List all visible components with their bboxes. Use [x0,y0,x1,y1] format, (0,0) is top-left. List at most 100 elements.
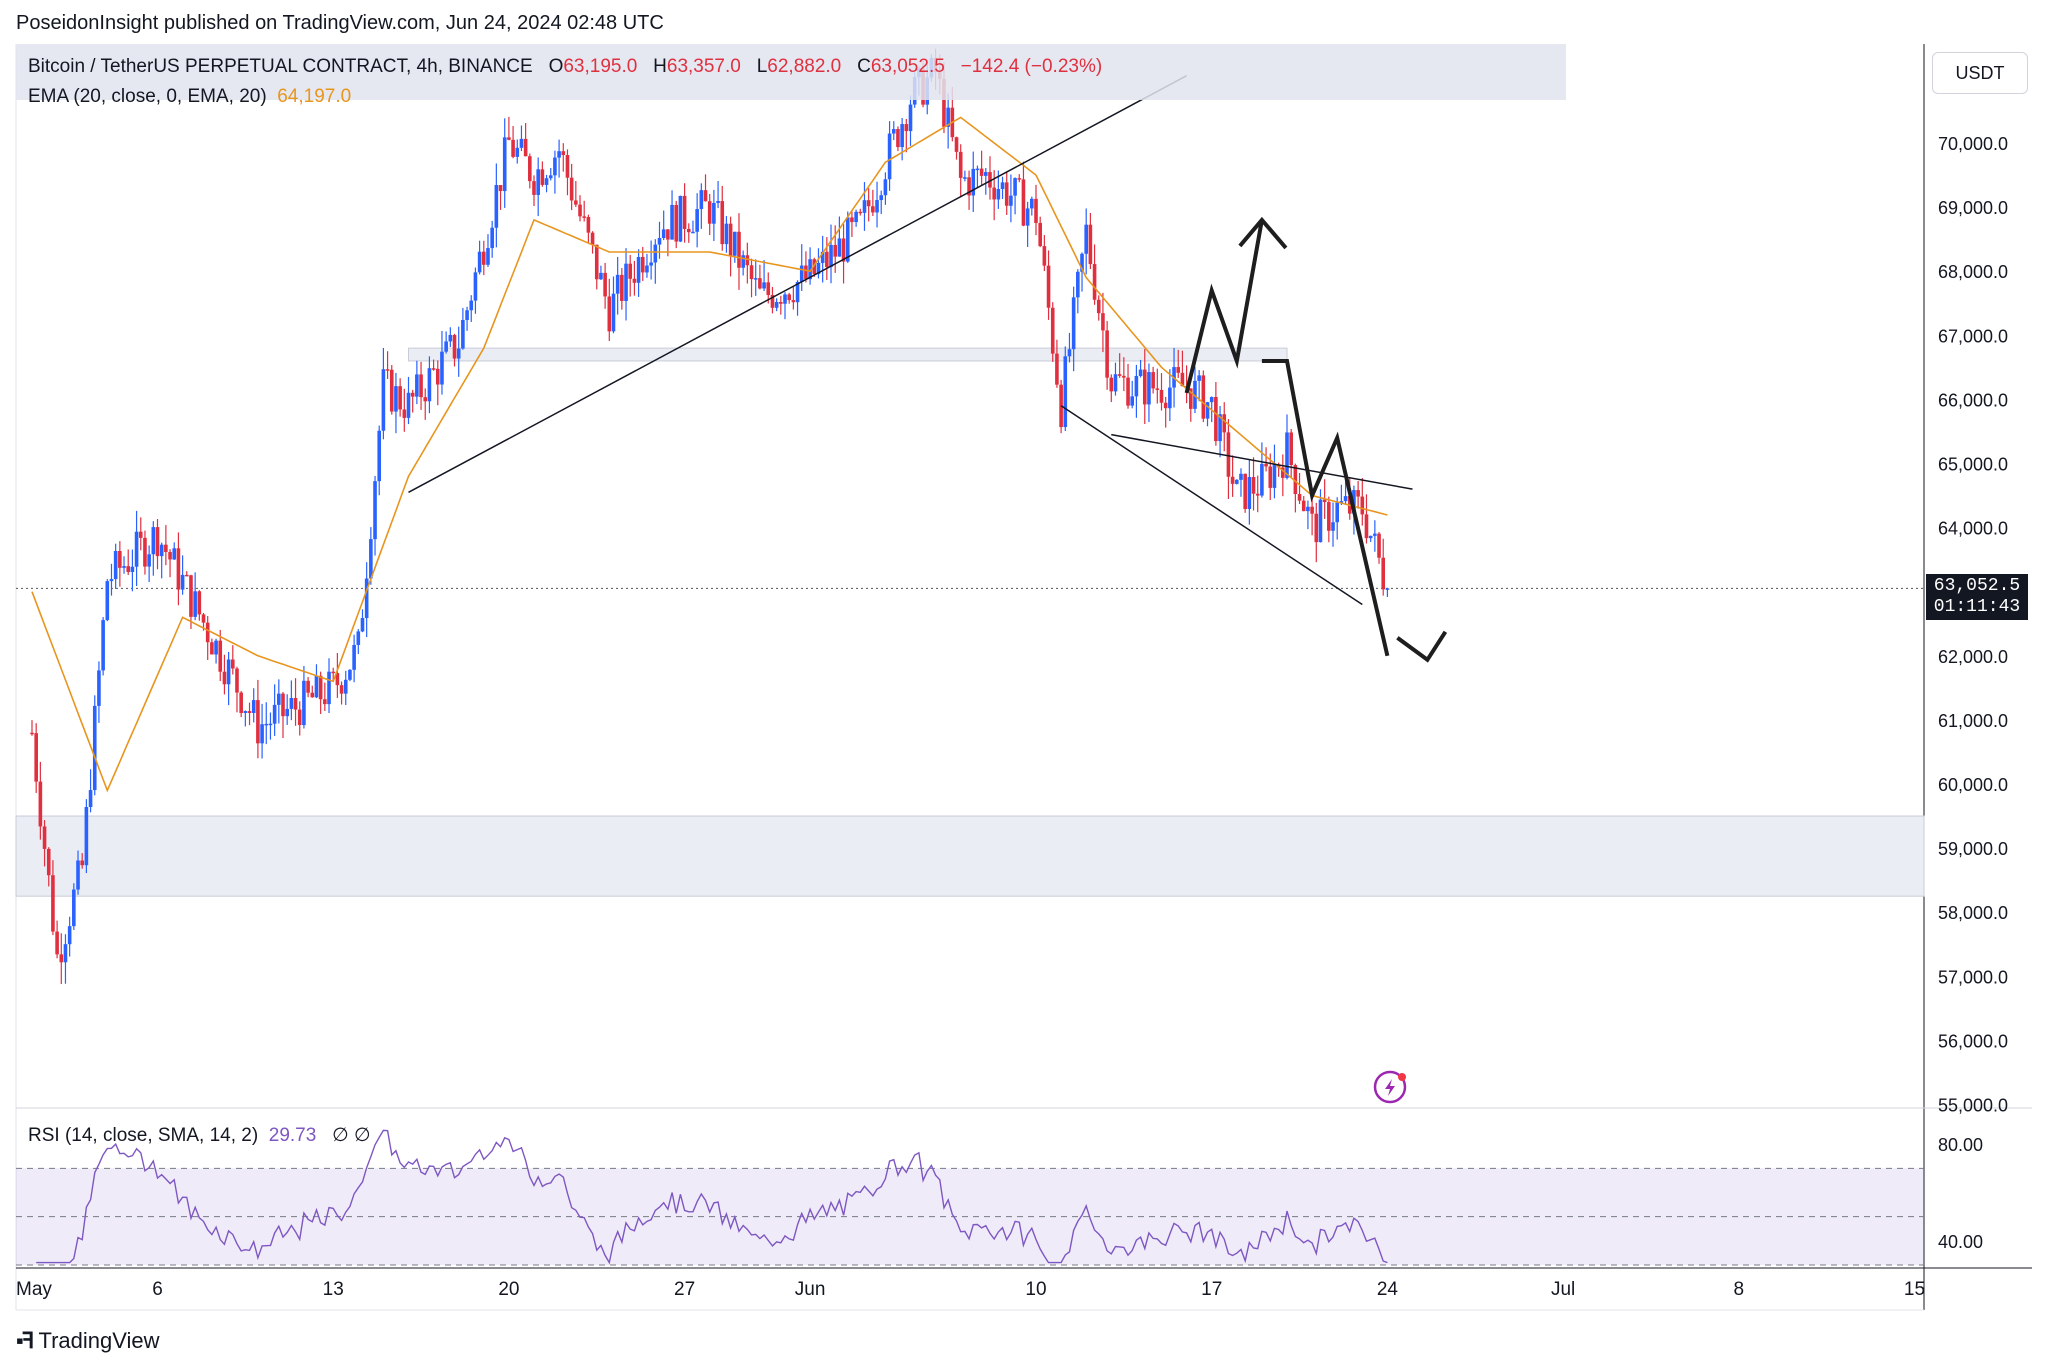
candle-body [1163,402,1168,409]
candle-body [1176,367,1181,373]
candle-body [377,430,382,482]
candle-body [1373,533,1377,536]
candle-body [1009,195,1013,206]
ema-value: 64,197.0 [277,86,352,107]
footer-brand-name: TradingView [38,1328,160,1353]
candle-body [603,272,607,297]
candle-body [569,177,574,201]
arrow-up-icon [1238,216,1288,250]
candle-body [682,195,687,229]
candle-body [122,566,126,568]
candle-body [1138,369,1143,376]
candle-body [628,263,633,279]
time-tick-label: 13 [323,1279,344,1300]
symbol-legend[interactable]: Bitcoin / TetherUS PERPETUAL CONTRACT, 4… [28,56,1102,78]
candle-body [1092,264,1097,300]
candle-body [130,566,135,572]
candle-body [105,581,110,621]
candle-body [277,693,281,705]
candle-body [1017,178,1022,180]
candle-body [519,138,524,148]
candle-body [1096,299,1101,314]
candle-body [1264,463,1268,467]
candle-body [456,348,461,359]
candle-body [1235,479,1239,484]
candle-body [1385,588,1390,590]
candle-body [586,216,591,233]
candle-body [1272,464,1277,488]
footer-brand[interactable]: ▪ꟻ TradingView [16,1328,160,1354]
candle-body [804,265,808,280]
candle-body [1268,466,1273,488]
candle-body [381,369,386,431]
candle-body [1180,372,1185,387]
candle-body [1306,506,1310,512]
candle-body [435,368,440,385]
candle-body [1381,557,1386,590]
candle-body [946,107,950,127]
zone-1 [15,815,1925,897]
open-label: O [548,56,564,77]
candle-body [410,392,415,397]
rsi-pane [16,1129,1924,1266]
candle-body [293,697,298,710]
candle-body [109,579,114,582]
candle-body [582,216,586,218]
candle-body [1205,402,1210,419]
candle-body [201,614,206,623]
candle-body [1046,265,1051,308]
candle-body [1356,490,1360,497]
candle-body [720,201,725,245]
candle-body [243,711,248,713]
candle-body [138,531,143,538]
candle-body [1297,494,1302,501]
rsi-label[interactable]: RSI (14, close, SMA, 14, 2) [28,1125,259,1146]
candle-body [1159,389,1164,403]
candle-body [1101,313,1105,331]
candle-body [749,265,754,280]
candle-body [486,248,490,265]
lightning-icon [1385,1079,1395,1096]
candle-body [1197,375,1201,381]
candle-body [1285,432,1289,478]
candle-body [335,673,340,686]
candle-body [427,368,432,402]
candle-body [904,124,909,132]
ema-label[interactable]: EMA (20, close, 0, EMA, 20) [28,86,267,107]
time-tick-label: Jul [1551,1279,1575,1300]
time-tick-label: 27 [674,1279,695,1300]
candle-body [712,202,716,224]
ema-legend[interactable]: EMA (20, close, 0, EMA, 20) 64,197.0 [28,86,351,108]
candle-body [76,860,80,890]
support-resistance-zones [15,347,1925,897]
ema-line-layer [31,116,1388,793]
candle-body [1076,271,1080,298]
candle-body [490,227,494,249]
candle-body [205,622,210,643]
candle-body [1151,372,1155,389]
candle-body [431,368,436,370]
candle-body [42,826,47,849]
candle-body [854,211,858,223]
candle-body [352,644,356,670]
ema-line [31,116,1388,793]
symbol-name[interactable]: Bitcoin / TetherUS PERPETUAL CONTRACT, 4… [28,56,533,77]
arrow-down-icon [1396,630,1448,663]
price-tick-label: 67,000.0 [1938,326,2008,346]
candle-body [607,296,612,332]
candle-body [210,642,214,655]
candle-body [314,675,319,698]
currency-button[interactable]: USDT [1932,52,2028,94]
rsi-legend[interactable]: RSI (14, close, SMA, 14, 2) 29.73 ∅ ∅ [28,1124,371,1147]
candle-body [553,157,557,176]
candle-body [808,259,812,280]
candle-body [147,554,151,567]
candle-body [473,272,478,301]
candle-body [247,711,252,713]
candle-body [72,889,76,927]
candle-body [415,374,419,397]
candle-body [502,137,507,192]
candle-body [1327,502,1331,531]
candle-body [113,550,118,580]
